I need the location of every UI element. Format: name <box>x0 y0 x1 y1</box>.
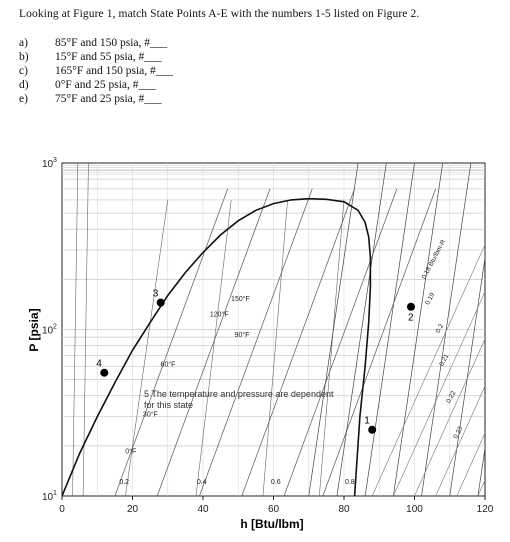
item-label: b) <box>19 50 55 64</box>
state-point-marker <box>368 426 376 434</box>
y-tick-label: 10 <box>42 159 54 170</box>
annotation-line-2: for this state <box>144 400 193 410</box>
item-label: a) <box>19 36 55 50</box>
x-tick-label: 60 <box>268 504 280 515</box>
x-tick-label: 100 <box>406 504 423 515</box>
grid-lines <box>62 163 485 496</box>
item-text: 165°F and 150 psia, #___ <box>55 64 173 78</box>
list-item: b) 15°F and 55 psia, #___ <box>19 50 173 64</box>
y-tick-label: 10 <box>42 326 54 337</box>
quality-label: 0.8 <box>345 479 355 486</box>
isotherm-label: 90°F <box>235 331 250 339</box>
item-text: 75°F and 25 psia, #___ <box>55 92 162 106</box>
x-tick-label: 20 <box>127 504 139 515</box>
item-label: e) <box>19 92 55 106</box>
list-item: a) 85°F and 150 psia, #___ <box>19 36 173 50</box>
isotherm-label: 150°F <box>231 295 250 303</box>
item-label: c) <box>19 64 55 78</box>
state-point-label: 1 <box>364 416 370 427</box>
x-tick-label: 40 <box>197 504 209 515</box>
state-point-marker <box>407 303 415 311</box>
state-point-label: 2 <box>408 313 414 324</box>
y-tick-exponent: 3 <box>53 157 57 164</box>
state-point-label: 4 <box>96 359 102 370</box>
item-text: 85°F and 150 psia, #___ <box>55 36 167 50</box>
y-axis-title: P [psia] <box>27 308 41 351</box>
isotherm-label: 0°F <box>125 447 136 455</box>
quality-label: 0.2 <box>119 479 129 486</box>
y-tick-exponent: 2 <box>53 324 57 331</box>
isotherm-label: 120°F <box>210 310 229 318</box>
answer-list: a) 85°F and 150 psia, #___ b) 15°F and 5… <box>19 36 173 106</box>
isotherm-label: 30°F <box>143 411 158 419</box>
x-tick-label: 80 <box>338 504 350 515</box>
annotation-line-1: 5 The temperature and pressure are depen… <box>144 389 334 399</box>
list-item: c) 165°F and 150 psia, #___ <box>19 64 173 78</box>
x-tick-label: 0 <box>59 504 65 515</box>
isotherm-label: 60°F <box>161 360 176 368</box>
y-tick-exponent: 1 <box>53 490 57 497</box>
question-text: Looking at Figure 1, match State Points … <box>19 8 419 20</box>
quality-label: 0.6 <box>271 479 281 486</box>
x-axis-title: h [Btu/lbm] <box>240 517 303 531</box>
item-label: d) <box>19 78 55 92</box>
y-tick-label: 10 <box>42 492 54 503</box>
x-tick-label: 120 <box>477 504 494 515</box>
state-point-marker <box>157 299 165 307</box>
list-item: d) 0°F and 25 psia, #___ <box>19 78 173 92</box>
quality-label: 0.4 <box>197 479 207 486</box>
state-point-marker <box>100 369 108 377</box>
state-point-label: 3 <box>153 289 159 300</box>
item-text: 15°F and 55 psia, #___ <box>55 50 162 64</box>
item-text: 0°F and 25 psia, #___ <box>55 78 156 92</box>
list-item: e) 75°F and 25 psia, #___ <box>19 92 173 106</box>
